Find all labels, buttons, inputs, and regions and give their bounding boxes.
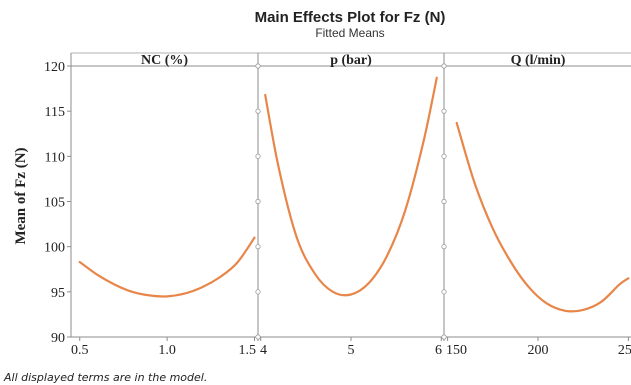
y-tick-label: 100 <box>44 241 65 256</box>
divider-marker <box>255 334 261 340</box>
panel-label: Q (l/min) <box>511 53 566 68</box>
x-tick-label: 200 <box>528 343 549 358</box>
x-tick-label: 1.0 <box>158 343 176 358</box>
divider-marker <box>255 63 261 69</box>
divider-marker <box>441 334 447 340</box>
divider-marker <box>441 153 447 159</box>
y-tick-label: 110 <box>45 150 65 165</box>
divider-marker <box>255 153 261 159</box>
x-tick-label: 250 <box>618 343 631 358</box>
x-tick-label: 1.5 <box>239 343 257 358</box>
panel-label: NC (%) <box>141 53 188 68</box>
series-line <box>78 236 256 298</box>
y-tick-label: 105 <box>44 196 65 211</box>
x-tick-label: 6 <box>435 343 442 358</box>
divider-marker <box>441 108 447 114</box>
panel-label: p (bar) <box>330 53 372 68</box>
divider-marker <box>255 289 261 295</box>
series-line <box>455 121 630 313</box>
y-tick-label: 90 <box>51 331 65 346</box>
y-axis-label: Mean of Fz (N) <box>13 147 29 244</box>
x-tick-label: 0.5 <box>71 343 89 358</box>
divider-marker <box>255 244 261 250</box>
y-tick-label: 120 <box>44 60 65 75</box>
chart-subtitle: Fitted Means <box>315 26 384 40</box>
y-tick-label: 115 <box>45 105 65 120</box>
plot-area: 90 95 100 105 110 115 120 NC (%) 0.5 1.0 1.5 p (bar… <box>44 52 631 358</box>
divider-marker <box>441 244 447 250</box>
x-tick-label: 5 <box>348 343 355 358</box>
divider-marker <box>255 198 261 205</box>
y-tick-label: 95 <box>51 286 65 301</box>
x-tick-label: 150 <box>446 343 467 358</box>
divider-marker <box>441 63 447 69</box>
series-line <box>264 76 438 297</box>
x-tick-label: 4 <box>260 343 267 358</box>
chart-title: Main Effects Plot for Fz (N) <box>255 9 446 26</box>
divider-marker <box>255 108 261 114</box>
divider-marker <box>441 289 447 295</box>
divider-marker <box>441 198 447 205</box>
footnote: All displayed terms are in the model. <box>3 371 207 384</box>
